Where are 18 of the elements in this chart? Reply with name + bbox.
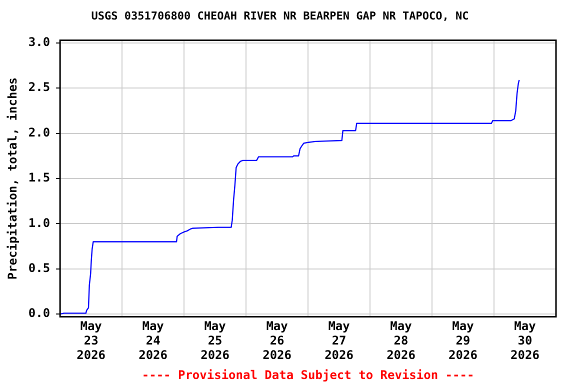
y-tick-label: 1.5 (28, 170, 50, 185)
chart-title: USGS 0351706800 CHEOAH RIVER NR BEARPEN GAP NR TAPOCO, NC (91, 9, 469, 22)
y-tick-label: 0.5 (28, 261, 50, 276)
text: ---- Provisional Data Subject to Revision ---- (142, 368, 474, 382)
y-tick-label: 2.5 (28, 80, 50, 94)
y-axis-title: Precipitation, total, inches (5, 77, 20, 280)
x-tick-label: May 23 2026 (76, 319, 106, 362)
x-tick-label: May 30 2026 (510, 319, 540, 362)
y-tick-label: 1.0 (28, 216, 50, 230)
y-tick-label: 2.0 (28, 125, 50, 140)
x-tick-label: May 26 2026 (262, 319, 292, 362)
x-tick-label: May 27 2026 (324, 319, 354, 362)
x-tick-label: May 24 2026 (138, 319, 168, 362)
y-tick-label: 3.0 (28, 35, 50, 50)
x-tick-label: May 25 2026 (200, 319, 230, 362)
x-tick-label: May 28 2026 (386, 319, 416, 362)
x-tick-label: May 29 2026 (448, 319, 478, 362)
y-tick-label: 0.0 (28, 306, 50, 320)
